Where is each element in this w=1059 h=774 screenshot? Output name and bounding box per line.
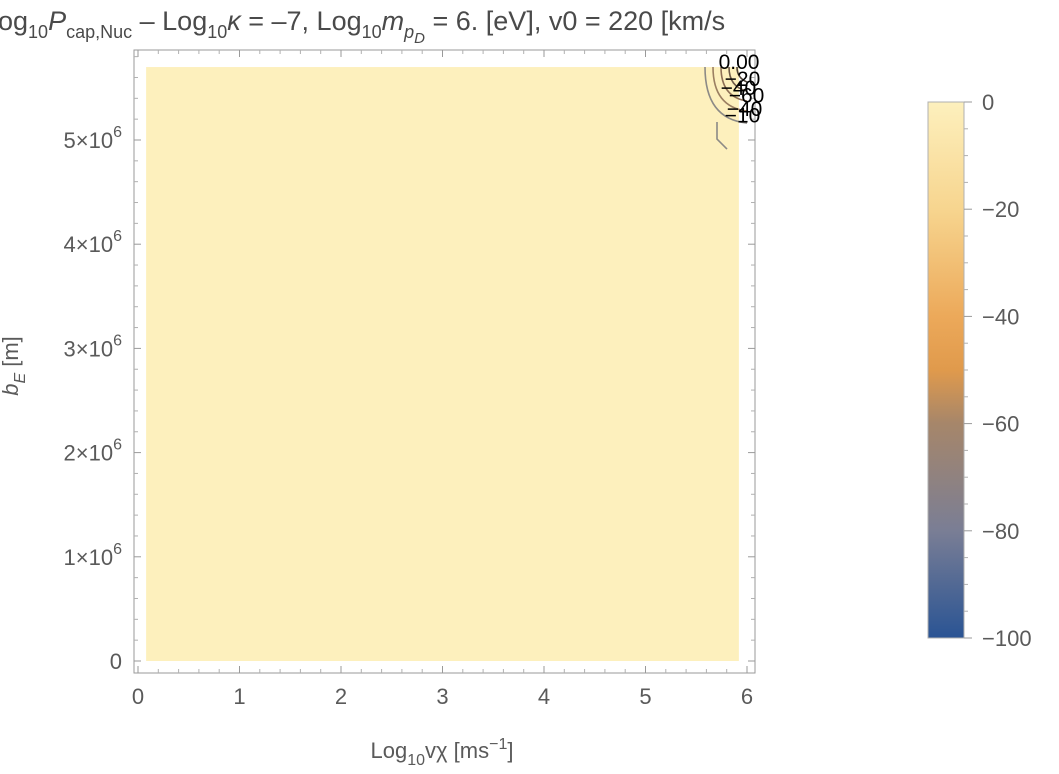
colorbar-tick-label: −20 [982, 197, 1019, 222]
contour-labels: 0.00−20−40−60−40−10 [719, 51, 765, 127]
x-axis-ticks: 0 1 2 3 4 5 6 [132, 50, 753, 709]
contour-label: −40 [721, 77, 757, 100]
colorbar-tick-label: −40 [982, 304, 1019, 329]
colorbar-tick-label: −60 [982, 412, 1019, 437]
contour-line [720, 67, 748, 102]
plot-frame [133, 49, 756, 674]
y-axis-label: bE [m] [0, 336, 29, 396]
x-tick-label: 4 [538, 684, 550, 709]
y-tick-label: 5×106 [64, 124, 123, 153]
y-tick-label: 1×106 [64, 541, 123, 570]
density-field [146, 67, 739, 661]
colorbar [927, 101, 965, 639]
y-tick-label: 2×106 [64, 437, 123, 466]
x-tick-label: 5 [639, 684, 651, 709]
density-fill [146, 67, 739, 661]
contour-label: −60 [729, 84, 765, 107]
y-tick-label: 4×106 [64, 228, 123, 257]
contour-line [728, 67, 748, 92]
y-tick-label: 3×106 [64, 332, 123, 361]
y-axis-ticks: 0 1×106 2×106 3×106 4×106 5×106 [64, 56, 755, 674]
colorbar-tick-label: 0 [982, 90, 994, 115]
x-tick-label: 6 [741, 684, 753, 709]
contour-line [704, 67, 748, 124]
plot-title: og10Pcap,Nuc – Log10κ = –7, Log10mpD = 6… [0, 6, 725, 47]
x-tick-label: 0 [132, 684, 144, 709]
contour-label: −20 [725, 68, 761, 91]
x-axis-label: Log10vχ [ms−1] [370, 736, 513, 769]
colorbar-ticks: 0 −20 −40 −60 −80 −100 [964, 90, 1032, 651]
x-tick-label: 3 [436, 684, 448, 709]
contour-line [716, 122, 728, 150]
contour-lines [704, 67, 748, 150]
contour-label: −10 [725, 104, 761, 127]
colorbar-tick-label: −100 [982, 626, 1032, 651]
contour-label: −40 [727, 98, 763, 121]
contour-line [736, 67, 748, 83]
y-tick-label: 0 [110, 649, 122, 674]
colorbar-tick-label: −80 [982, 519, 1019, 544]
contour-label: 0.00 [719, 51, 760, 74]
x-tick-label: 1 [233, 684, 245, 709]
x-tick-label: 2 [335, 684, 347, 709]
contour-line [712, 67, 748, 112]
